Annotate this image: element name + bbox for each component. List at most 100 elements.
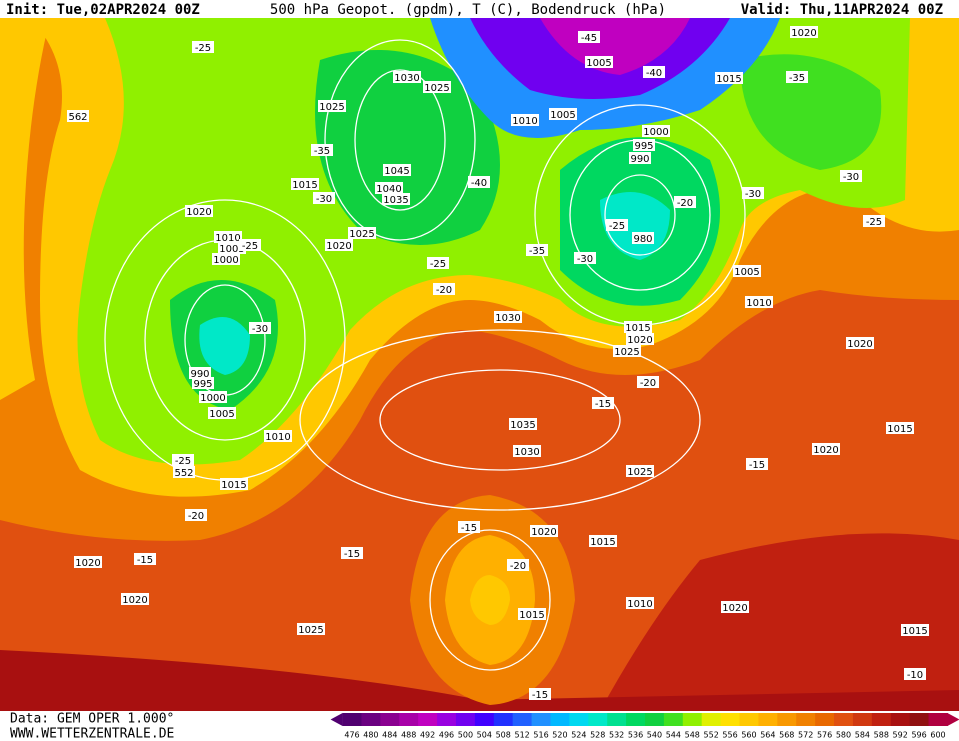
temperature-label: -20 [436,285,452,296]
colorbar-tick-label: 580 [836,731,851,740]
colorbar-swatch [815,713,835,726]
isobar-label-box [626,597,654,609]
valid-time: Valid: Thu,11APR2024 00Z [741,2,943,18]
isobar [379,369,621,471]
colorbar-tick-label: 504 [477,731,492,740]
isobar-label: 1020 [627,335,652,346]
colorbar-swatch [399,713,419,726]
isobar-label: 1000 [643,127,668,138]
colorbar-tick-label: 516 [533,731,548,740]
colorbar-swatch [588,713,608,726]
isobar-label-box [382,193,410,205]
colorbar-tick-label: 552 [704,731,719,740]
isobar-label: 1035 [510,420,535,431]
colorbar-swatch [720,713,741,726]
temperature-label: -20 [510,561,526,572]
isobar-label-box [629,152,651,164]
isobar-label-box [375,182,403,194]
temperature-label-box [606,219,628,231]
temperature-label-box [427,257,449,269]
temperature-label: -15 [532,690,548,701]
temperature-label: -15 [749,460,765,471]
isobar-label-box [812,443,840,455]
field-area [315,50,500,245]
colorbar-swatch [701,713,722,726]
isobar-label-box [790,26,818,38]
temperature-label: -30 [577,254,593,265]
temperature-label-box [341,547,363,559]
temperature-label-box [526,244,548,256]
colorbar-tick-label: 536 [628,731,643,740]
isobar-label: 995 [634,141,653,152]
isobars [104,39,746,671]
isobar-label-box [886,422,914,434]
colorbar-swatch [512,713,533,726]
isobar-label-box [626,465,654,477]
isobar-label-box [192,377,214,389]
colorbar-tick-label: 592 [893,731,908,740]
map-labels: 5621030102510251045104010351015102010251… [67,26,929,701]
colorbar-swatch [342,713,362,726]
colorbar-tick-label: 548 [685,731,700,740]
colorbar-tick-label: 532 [609,731,624,740]
isobar-label-box [632,232,654,244]
isobar-label-box [530,525,558,537]
isobar-label-box [549,108,577,120]
temperature-label: -40 [646,68,662,79]
isobar-label-box [173,466,195,478]
temperature-label: -15 [461,523,477,534]
isobar-label: 1020 [722,603,747,614]
isobar-label-box [513,445,541,457]
isobar-label: 1020 [75,558,100,569]
isobar-label: 1010 [746,298,771,309]
isobar-label: 1010 [265,432,290,443]
colorbar-swatch [834,713,854,726]
isobar-label: 1010 [512,116,537,127]
isobar-label-box [199,391,227,403]
temperature-label-box [840,170,862,182]
colorbar-tick-label: 484 [382,731,397,740]
temperature-label-box [863,215,885,227]
isobar-label-box [624,321,652,333]
isobar-label: 1025 [298,625,323,636]
isobar-label-box [297,623,325,635]
isobar-label-box [633,139,655,151]
isobar-label-box [626,333,654,345]
isobar-label: 1005 [550,110,575,121]
isobar [299,329,701,511]
field-area [0,650,959,711]
isobar-label: 1000 [213,255,238,266]
isobar-label-box [721,601,749,613]
isobar-label: 1020 [531,527,556,538]
temperature-label: -25 [175,456,191,467]
temperature-label-box [311,144,333,156]
isobar-label: 552 [174,468,193,479]
colorbar-swatch [455,713,476,726]
isobar-label: 1015 [292,180,317,191]
colorbar-swatch [796,713,816,726]
colorbar-swatch [890,713,911,726]
temperature-label-box [507,559,529,571]
isobar [429,529,551,671]
isobar-label: 1015 [902,626,927,637]
colorbar-tick-label: 576 [817,731,832,740]
isobar-label-box [494,311,522,323]
isobar-label: 1015 [519,610,544,621]
colorbar-swatch [777,713,797,726]
colorbar-tick-label: 572 [798,731,813,740]
isobar-label-box [585,56,613,68]
temperature-label: -25 [430,259,446,270]
temperature-label-box [746,458,768,470]
colorbar-tick-label: 600 [930,731,945,740]
isobar-label: 1015 [625,323,650,334]
isobar-label-box [121,593,149,605]
isobar-label: 562 [68,112,87,123]
isobar-label-box [846,337,874,349]
init-time: Init: Tue,02APR2024 00Z [6,2,200,18]
colorbar: 476 480 484 488 492 496 500 504 508 512 516 520 524 5… [330,713,959,740]
isobar-label: 1015 [221,480,246,491]
temperature-label-box [468,176,490,188]
isobar-label: 1030 [514,447,539,458]
colorbar-swatch [607,713,627,726]
